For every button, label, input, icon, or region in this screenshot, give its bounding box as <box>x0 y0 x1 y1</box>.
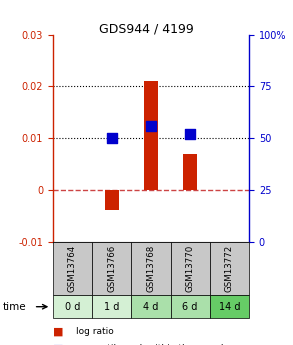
Text: percentile rank within the sample: percentile rank within the sample <box>76 344 229 345</box>
Text: GSM13766: GSM13766 <box>107 245 116 292</box>
Point <box>109 135 114 141</box>
Text: GSM13764: GSM13764 <box>68 245 77 292</box>
Bar <box>105 190 118 210</box>
Text: GSM13768: GSM13768 <box>146 245 155 292</box>
Point <box>149 123 153 128</box>
Text: time: time <box>3 302 27 312</box>
Bar <box>183 154 197 190</box>
Text: 6 d: 6 d <box>183 302 198 312</box>
Point <box>188 131 193 137</box>
Text: 1 d: 1 d <box>104 302 119 312</box>
Text: GDS944 / 4199: GDS944 / 4199 <box>99 22 194 36</box>
Text: log ratio: log ratio <box>76 327 114 336</box>
Text: 14 d: 14 d <box>219 302 240 312</box>
Text: 4 d: 4 d <box>143 302 159 312</box>
Text: GSM13770: GSM13770 <box>186 245 195 292</box>
Text: ■: ■ <box>53 344 63 345</box>
Text: ■: ■ <box>53 327 63 337</box>
Text: GSM13772: GSM13772 <box>225 245 234 292</box>
Text: 0 d: 0 d <box>65 302 80 312</box>
Bar <box>144 81 158 190</box>
